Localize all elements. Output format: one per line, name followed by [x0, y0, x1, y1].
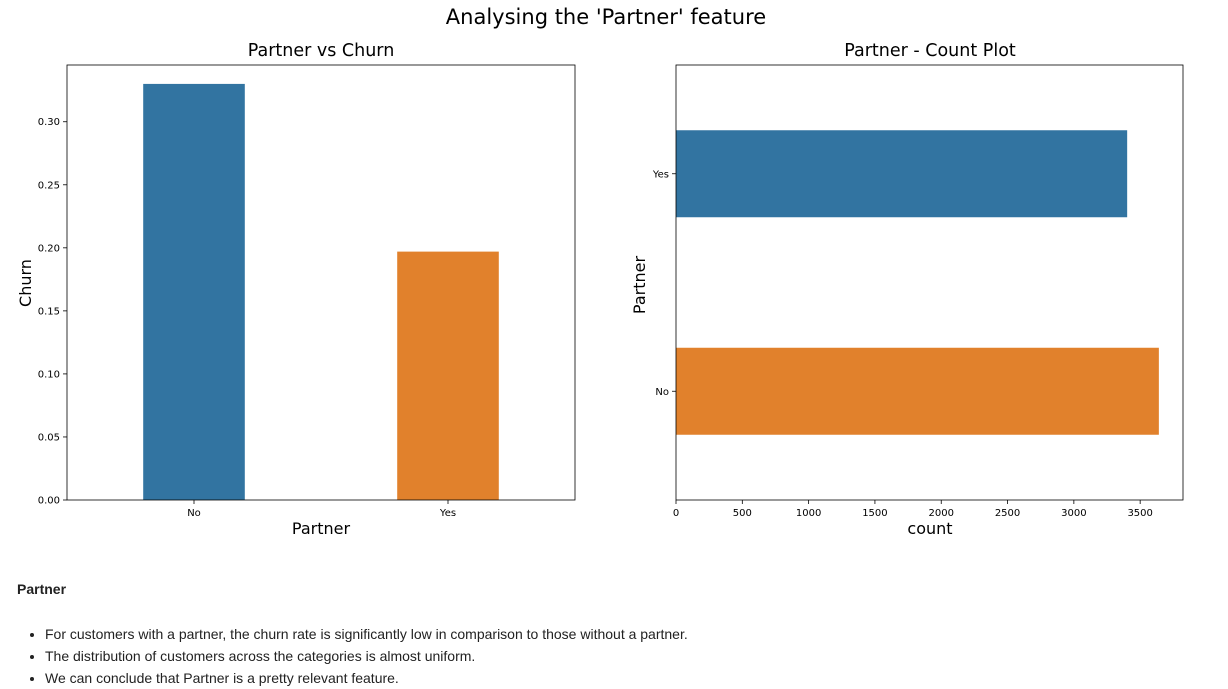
plot-frame: [66, 64, 576, 501]
y-tick-label: 0.10: [38, 369, 60, 380]
y-tick-label: 0.15: [38, 306, 60, 317]
y-axis-label: Churn: [16, 259, 35, 307]
notes-section: Partner For customers with a partner, th…: [17, 578, 1207, 689]
y-tick-label: No: [655, 387, 669, 398]
x-tick-label: 1500: [862, 508, 887, 519]
notes-heading: Partner: [17, 581, 67, 597]
x-tick-label: 500: [733, 508, 752, 519]
bars-group: [143, 83, 499, 501]
notes-list: For customers with a partner, the churn …: [17, 623, 1207, 689]
axes-group: No Yes 0.00 0.05 0.10 0.15 0.20 0.25 0.30: [38, 117, 456, 519]
figure-suptitle: Analysing the 'Partner' feature: [446, 5, 766, 29]
list-item: For customers with a partner, the churn …: [45, 623, 1207, 645]
x-tick-label: 3000: [1061, 508, 1086, 519]
chart-partner-count: Partner - Count Plot Yes No 0 500 1000 1500 20…: [630, 41, 1184, 538]
chart-title: Partner vs Churn: [248, 41, 395, 61]
y-tick-label: 0.30: [38, 117, 60, 128]
figure-canvas: Analysing the 'Partner' feature Partner …: [16, 5, 1184, 538]
x-tick-label: 2500: [995, 508, 1020, 519]
y-tick-label: 0.25: [38, 180, 60, 191]
chart-churn-by-partner: Partner vs Churn No Yes 0.00 0.05 0.10 0.15 0.…: [16, 41, 576, 538]
x-tick-label: 3500: [1127, 508, 1152, 519]
bar: [143, 83, 245, 501]
list-item: The distribution of customers across the…: [45, 645, 1207, 667]
bars-group: [676, 130, 1159, 435]
y-tick-label: Yes: [652, 169, 669, 180]
list-item: We can conclude that Partner is a pretty…: [45, 667, 1207, 689]
chart-title: Partner - Count Plot: [844, 41, 1016, 61]
y-tick-label: 0.20: [38, 243, 60, 254]
x-tick-label: No: [187, 508, 201, 519]
bar: [676, 130, 1128, 218]
x-tick-label: 2000: [929, 508, 954, 519]
plot-frame: [675, 64, 1184, 501]
axes-group: Yes No 0 500 1000 1500 2000 2500 3000 3500: [652, 169, 1153, 519]
x-axis-label: Partner: [292, 519, 351, 538]
bar: [676, 347, 1159, 435]
x-axis-label: count: [907, 519, 952, 538]
x-tick-label: 0: [673, 508, 679, 519]
y-tick-label: 0.05: [38, 432, 60, 443]
y-tick-label: 0.00: [38, 496, 60, 507]
x-tick-label: 1000: [796, 508, 821, 519]
y-axis-label: Partner: [630, 256, 649, 315]
x-tick-label: Yes: [439, 508, 456, 519]
bar: [397, 251, 499, 500]
